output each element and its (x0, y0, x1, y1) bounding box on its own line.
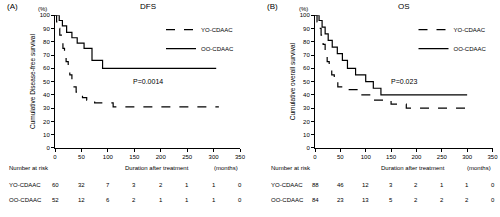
svg-text:YO-CDAAC: YO-CDAAC (454, 27, 486, 33)
svg-text:Number at risk: Number at risk (271, 165, 311, 171)
svg-text:40: 40 (303, 92, 310, 98)
svg-text:60: 60 (52, 182, 59, 188)
svg-text:2: 2 (159, 182, 163, 188)
svg-text:P=0.0014: P=0.0014 (133, 78, 163, 85)
svg-text:Duration after treatment: Duration after treatment (125, 165, 189, 171)
svg-text:1: 1 (159, 197, 163, 203)
svg-text:50: 50 (78, 154, 85, 160)
svg-text:300: 300 (209, 154, 220, 160)
svg-text:150: 150 (386, 154, 397, 160)
svg-text:Number at risk: Number at risk (9, 165, 49, 171)
svg-text:3: 3 (132, 182, 136, 188)
svg-text:(%): (%) (38, 6, 47, 12)
svg-text:0: 0 (491, 197, 495, 203)
svg-text:32: 32 (78, 182, 85, 188)
svg-text:100: 100 (103, 154, 114, 160)
svg-text:250: 250 (437, 154, 448, 160)
svg-text:300: 300 (462, 154, 473, 160)
svg-text:YO-CDAAC: YO-CDAAC (9, 182, 41, 188)
svg-text:250: 250 (182, 154, 193, 160)
svg-text:2: 2 (132, 197, 136, 203)
svg-text:350: 350 (487, 154, 498, 160)
svg-text:(B): (B) (267, 2, 278, 11)
svg-text:1: 1 (440, 182, 444, 188)
svg-text:40: 40 (43, 92, 50, 98)
svg-text:OO-CDAAC: OO-CDAAC (9, 197, 42, 203)
svg-text:1: 1 (465, 182, 469, 188)
svg-text:(A): (A) (7, 2, 18, 11)
svg-text:60: 60 (43, 65, 50, 71)
svg-text:10: 10 (303, 132, 310, 138)
svg-text:0: 0 (46, 145, 50, 151)
svg-text:1: 1 (185, 197, 189, 203)
svg-text:7: 7 (106, 182, 110, 188)
svg-text:2: 2 (414, 182, 418, 188)
svg-text:Cumulative Disease-free surviv: Cumulative Disease-free survival (29, 34, 36, 130)
svg-text:0: 0 (53, 154, 57, 160)
svg-text:(months): (months) (467, 165, 491, 171)
svg-text:(months): (months) (214, 165, 238, 171)
svg-text:1: 1 (212, 197, 216, 203)
svg-text:YO-CDAAC: YO-CDAAC (271, 182, 303, 188)
svg-text:52: 52 (52, 197, 59, 203)
svg-text:100: 100 (300, 12, 311, 18)
svg-text:2: 2 (440, 197, 444, 203)
svg-text:2: 2 (465, 197, 469, 203)
svg-text:Duration after treatment: Duration after treatment (381, 165, 445, 171)
svg-text:DFS: DFS (140, 2, 156, 11)
svg-text:12: 12 (362, 182, 369, 188)
svg-text:YO-CDAAC: YO-CDAAC (201, 27, 233, 33)
svg-text:Cumulative overall survival: Cumulative overall survival (289, 42, 296, 120)
svg-text:50: 50 (43, 79, 50, 85)
svg-text:80: 80 (43, 39, 50, 45)
svg-text:30: 30 (303, 105, 310, 111)
svg-text:90: 90 (43, 26, 50, 32)
svg-text:6: 6 (106, 197, 110, 203)
svg-text:5: 5 (389, 197, 393, 203)
svg-text:20: 20 (303, 119, 310, 125)
svg-text:200: 200 (411, 154, 422, 160)
svg-text:OO-CDAAC: OO-CDAAC (201, 46, 234, 52)
svg-text:1: 1 (212, 182, 216, 188)
svg-text:84: 84 (312, 197, 319, 203)
svg-text:88: 88 (312, 182, 319, 188)
svg-text:70: 70 (303, 52, 310, 58)
svg-text:20: 20 (43, 119, 50, 125)
svg-text:70: 70 (43, 52, 50, 58)
svg-text:13: 13 (362, 197, 369, 203)
svg-text:50: 50 (337, 154, 344, 160)
svg-text:0: 0 (306, 145, 310, 151)
svg-text:2: 2 (414, 197, 418, 203)
svg-text:150: 150 (129, 154, 140, 160)
svg-text:12: 12 (78, 197, 85, 203)
svg-text:100: 100 (361, 154, 372, 160)
svg-text:P=0.023: P=0.023 (391, 78, 417, 85)
svg-text:200: 200 (156, 154, 167, 160)
svg-text:0: 0 (238, 182, 242, 188)
svg-text:3: 3 (389, 182, 393, 188)
svg-text:OO-CDAAC: OO-CDAAC (271, 197, 304, 203)
svg-text:100: 100 (40, 12, 51, 18)
svg-text:OS: OS (398, 2, 410, 11)
svg-text:OO-CDAAC: OO-CDAAC (454, 46, 487, 52)
svg-text:0: 0 (313, 154, 317, 160)
svg-text:1: 1 (185, 182, 189, 188)
svg-text:0: 0 (491, 182, 495, 188)
svg-text:(%): (%) (299, 6, 308, 12)
svg-text:30: 30 (43, 105, 50, 111)
svg-text:80: 80 (303, 39, 310, 45)
svg-text:50: 50 (303, 79, 310, 85)
svg-text:90: 90 (303, 26, 310, 32)
svg-text:46: 46 (337, 182, 344, 188)
svg-text:60: 60 (303, 65, 310, 71)
svg-text:10: 10 (43, 132, 50, 138)
svg-text:350: 350 (235, 154, 246, 160)
svg-text:23: 23 (337, 197, 344, 203)
svg-text:0: 0 (238, 197, 242, 203)
